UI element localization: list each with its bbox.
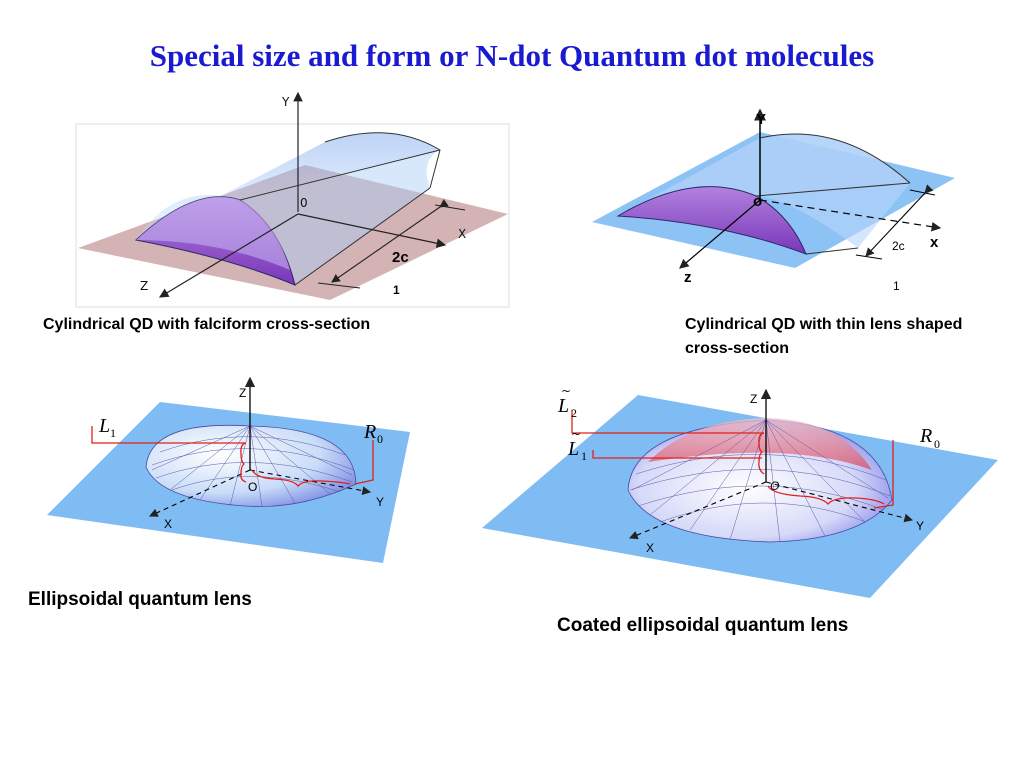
inner-height-subscript: 1 xyxy=(581,449,587,463)
height-subscript: 1 xyxy=(110,426,116,440)
outer-height-subscript: 2 xyxy=(571,406,577,420)
index-label: 1 xyxy=(893,279,900,293)
radius-brace xyxy=(251,469,351,488)
z-axis-label: Z xyxy=(750,392,757,406)
height-brace xyxy=(758,432,765,475)
index-label: 1 xyxy=(393,283,400,297)
thin-lens-panel: Y x z o 2c 1 xyxy=(592,108,955,293)
ellipsoidal-caption: Ellipsoidal quantum lens xyxy=(28,589,252,610)
x-axis-label: X xyxy=(458,227,466,241)
z-axis-label: Z xyxy=(140,279,148,293)
y-axis xyxy=(249,469,372,495)
origin-label: O xyxy=(248,480,257,494)
inner-height-tilde: ~ xyxy=(571,427,581,441)
width-dimension xyxy=(865,184,934,257)
y-axis-label: Y xyxy=(281,95,290,109)
radius-label: R xyxy=(919,425,932,447)
dimension-extension-bottom xyxy=(855,254,883,260)
width-label: 2c xyxy=(392,249,409,266)
dimension-annotations xyxy=(571,410,894,509)
x-axis-label: X xyxy=(646,541,654,555)
radius-subscript: 0 xyxy=(377,432,383,446)
inner-height-label: L xyxy=(567,438,579,460)
coated-panel: Z Y X O L ~ 2 L ~ 1 R 0 xyxy=(482,384,998,598)
y-axis-label: Y xyxy=(916,519,924,533)
radius-leader xyxy=(873,440,894,509)
lens-far-edge xyxy=(759,133,911,184)
x-axis xyxy=(759,199,942,232)
outer-height-leader xyxy=(571,410,764,434)
coating-meridians xyxy=(629,419,891,543)
page-title: Special size and form or N-dot Quantum d… xyxy=(149,38,875,73)
origin-label: O xyxy=(770,479,779,493)
thin-lens-caption: Cylindrical QD with thin lens shaped cro… xyxy=(685,316,963,357)
falciform-caption: Cylindrical QD with falciform cross-sect… xyxy=(43,316,371,333)
lens-cross-section xyxy=(616,186,807,255)
dimension-extension-bottom xyxy=(317,282,361,289)
x-axis-label: x xyxy=(930,234,939,251)
x-axis xyxy=(149,469,251,517)
z-axis-label: z xyxy=(684,269,692,286)
falciform-panel: Y X Z 0 2c 1 xyxy=(75,91,510,308)
lens-meridians xyxy=(151,425,355,507)
radius-brace xyxy=(767,485,885,505)
lens-dome xyxy=(145,424,357,507)
z-axis-label: Z xyxy=(239,386,246,400)
height-brace xyxy=(240,442,247,483)
width-label: 2c xyxy=(892,239,905,253)
inner-lens-cap xyxy=(648,418,872,470)
z-axis xyxy=(679,199,761,269)
cylinder-back-shell xyxy=(136,132,440,240)
substrate-plane xyxy=(78,165,508,300)
ellipsoidal-panel: Z Y X O L 1 R 0 xyxy=(47,376,410,563)
outer-height-label: L xyxy=(557,395,569,417)
cylinder-top-shell xyxy=(136,150,440,285)
cylinder-far-edge xyxy=(324,132,441,189)
y-axis xyxy=(765,481,914,523)
z-axis xyxy=(158,213,299,298)
x-axis-label: X xyxy=(164,517,172,531)
y-axis-label: Y xyxy=(376,495,384,509)
lens-body xyxy=(618,134,910,248)
height-leader xyxy=(91,426,246,444)
radius-label: R xyxy=(363,421,376,443)
outer-height-tilde: ~ xyxy=(561,384,571,398)
y-axis-label: Y xyxy=(756,111,766,128)
coated-caption: Coated ellipsoidal quantum lens xyxy=(557,615,849,636)
falciform-highlight xyxy=(136,196,290,270)
origin-label: 0 xyxy=(300,196,308,210)
radius-subscript: 0 xyxy=(934,437,940,451)
x-axis xyxy=(628,481,767,540)
radius-leader xyxy=(354,440,374,485)
origin-label: o xyxy=(753,193,762,210)
inner-height-leader xyxy=(592,450,762,459)
width-dimension xyxy=(331,198,449,283)
dimension-annotations xyxy=(91,426,374,488)
height-label: L xyxy=(98,415,110,437)
